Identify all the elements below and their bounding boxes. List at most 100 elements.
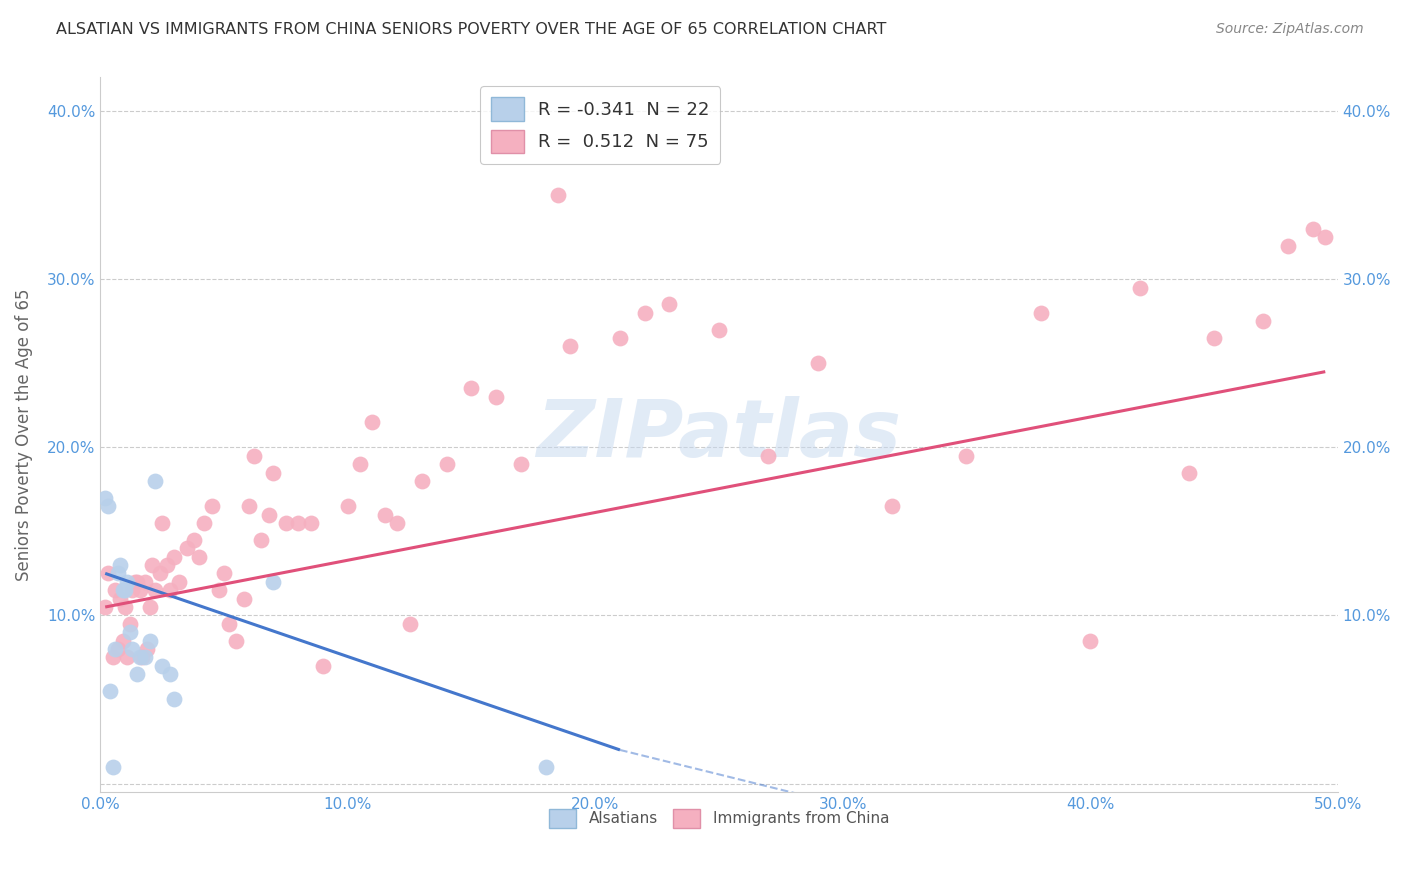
Point [1277, 238, 1299, 252]
Point [609, 331, 631, 345]
Point [1078, 633, 1101, 648]
Point [250, 533, 273, 547]
Point [127, 574, 149, 589]
Point [485, 390, 508, 404]
Point [560, 339, 582, 353]
Point [411, 474, 433, 488]
Point [156, 558, 179, 572]
Point [107, 642, 129, 657]
Point [139, 633, 162, 648]
Text: ZIPatlas: ZIPatlas [537, 396, 901, 474]
Point [111, 633, 134, 648]
Point [150, 658, 173, 673]
Point [128, 583, 150, 598]
Point [225, 633, 247, 648]
Point [124, 574, 146, 589]
Point [312, 658, 335, 673]
Point [149, 566, 172, 581]
Point [128, 650, 150, 665]
Point [208, 583, 231, 598]
Point [634, 306, 657, 320]
Point [118, 616, 141, 631]
Point [163, 692, 186, 706]
Point [118, 625, 141, 640]
Point [387, 516, 409, 530]
Point [193, 516, 215, 530]
Point [436, 457, 458, 471]
Point [188, 549, 211, 564]
Point [101, 760, 124, 774]
Point [658, 297, 681, 311]
Point [263, 466, 285, 480]
Point [374, 508, 396, 522]
Point [1129, 280, 1152, 294]
Text: Source: ZipAtlas.com: Source: ZipAtlas.com [1216, 22, 1364, 37]
Point [1029, 306, 1052, 320]
Point [361, 415, 384, 429]
Point [121, 583, 143, 598]
Point [136, 642, 159, 657]
Point [114, 600, 136, 615]
Point [117, 574, 139, 589]
Point [114, 583, 136, 598]
Point [955, 449, 977, 463]
Point [117, 650, 139, 665]
Point [131, 650, 153, 665]
Point [104, 642, 127, 657]
Point [201, 499, 224, 513]
Point [108, 591, 131, 606]
Text: ALSATIAN VS IMMIGRANTS FROM CHINA SENIORS POVERTY OVER THE AGE OF 65 CORRELATION: ALSATIAN VS IMMIGRANTS FROM CHINA SENIOR… [56, 22, 887, 37]
Point [882, 499, 904, 513]
Point [127, 667, 149, 681]
Point [98, 684, 121, 698]
Point [150, 516, 173, 530]
Point [97, 566, 120, 581]
Point [141, 558, 163, 572]
Point [807, 356, 830, 370]
Point [159, 583, 181, 598]
Point [1315, 230, 1337, 244]
Legend: Alsatians, Immigrants from China: Alsatians, Immigrants from China [543, 803, 896, 834]
Point [143, 583, 166, 598]
Point [460, 382, 482, 396]
Point [139, 600, 162, 615]
Point [1202, 331, 1225, 345]
Point [159, 667, 181, 681]
Point [274, 516, 297, 530]
Point [707, 323, 730, 337]
Point [134, 574, 156, 589]
Point [143, 474, 166, 488]
Point [97, 499, 120, 513]
Point [111, 583, 134, 598]
Point [758, 449, 780, 463]
Point [263, 574, 285, 589]
Point [287, 516, 309, 530]
Point [94, 600, 117, 615]
Point [163, 549, 186, 564]
Point [183, 533, 205, 547]
Point [336, 499, 359, 513]
Point [121, 642, 143, 657]
Point [169, 574, 191, 589]
Point [212, 566, 235, 581]
Point [232, 591, 254, 606]
Point [257, 508, 280, 522]
Y-axis label: Seniors Poverty Over the Age of 65: Seniors Poverty Over the Age of 65 [15, 288, 32, 581]
Point [534, 760, 557, 774]
Point [108, 558, 131, 572]
Point [104, 583, 127, 598]
Point [218, 616, 240, 631]
Point [134, 650, 156, 665]
Point [1178, 466, 1201, 480]
Point [176, 541, 198, 556]
Point [1302, 221, 1324, 235]
Point [101, 650, 124, 665]
Point [510, 457, 533, 471]
Point [547, 188, 569, 202]
Point [349, 457, 371, 471]
Point [398, 616, 420, 631]
Point [1253, 314, 1275, 328]
Point [238, 499, 260, 513]
Point [242, 449, 264, 463]
Point [299, 516, 322, 530]
